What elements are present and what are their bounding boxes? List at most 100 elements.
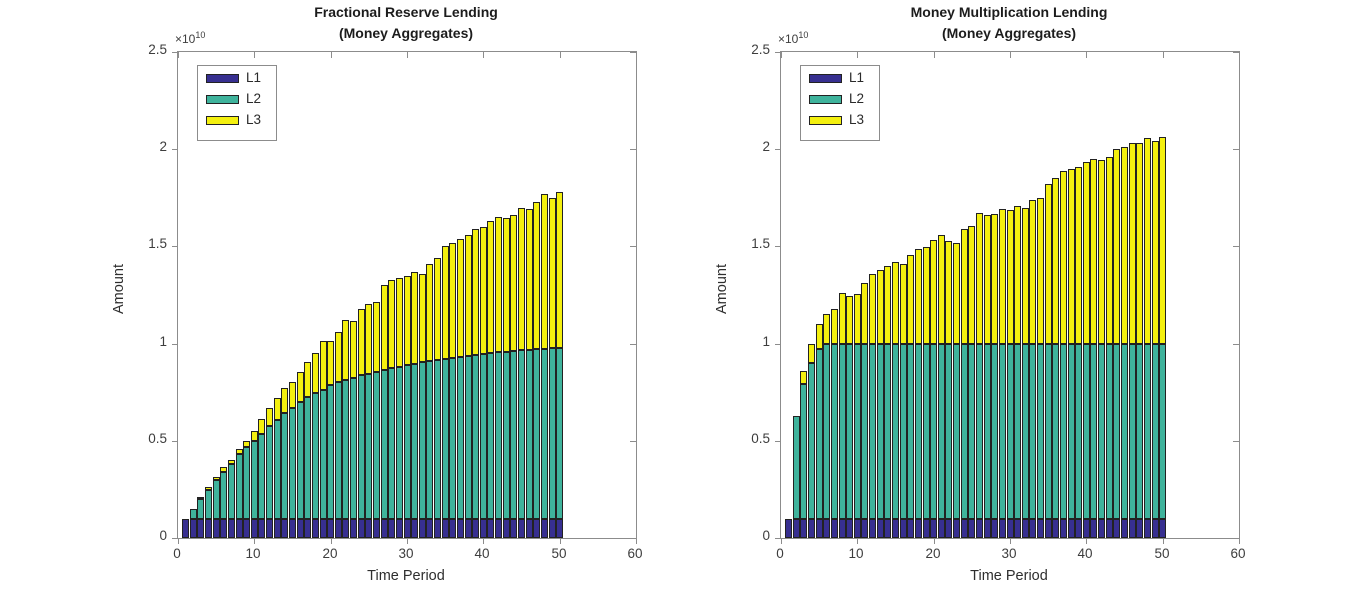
bar-segment-l2 [1059,343,1067,519]
bar-segment-l2 [1037,343,1045,519]
bar-segment-l3 [296,372,304,402]
bar-segment-l3 [853,294,861,344]
bar-segment-l2 [1098,343,1106,519]
y-tick-right [630,538,636,539]
bar-segment-l3 [243,441,251,447]
x-tick-label: 0 [776,546,784,561]
x-tick-label: 60 [627,546,643,561]
bar-segment-l1 [808,518,816,538]
bar-segment-l3 [953,242,961,344]
bar-segment-l2 [1136,343,1144,519]
bar-segment-l3 [1128,143,1136,344]
bar-segment-l1 [830,518,838,538]
y-tick-label: 1 [159,334,167,349]
bar-segment-l1 [266,518,274,538]
x-axis-label: Time Period [367,568,445,584]
bar-segment-l3 [876,269,884,344]
bar-segment-l2 [556,347,564,519]
bar-segment-l3 [380,285,388,370]
bar-segment-l3 [495,217,503,353]
bar-segment-l3 [930,239,938,344]
bar-segment-l2 [1021,343,1029,519]
legend-row: L1 [801,68,879,89]
bar-segment-l3 [800,370,808,385]
bar-segment-l3 [1044,184,1052,344]
bar-segment-l2 [960,343,968,519]
bar-segment-l3 [502,218,510,352]
bar-segment-l2 [311,393,319,519]
bar-segment-l3 [289,381,296,408]
bar-segment-l2 [289,407,296,519]
bar-segment-l2 [449,357,457,519]
bar-segment-l3 [1090,158,1098,344]
plot-area: L1 L2 L3 [775,51,1240,544]
bar-segment-l1 [907,518,915,538]
bar-segment-l3 [1098,159,1106,344]
bar-segment-l2 [1082,343,1090,519]
bar-segment-l3 [281,387,289,413]
bar-segment-l3 [365,303,373,374]
bar-segment-l3 [922,247,930,344]
legend-swatch-l2 [206,95,239,104]
bar-segment-l2 [914,343,922,519]
bar-segment-l3 [975,213,983,344]
bar-segment-l3 [327,340,335,385]
bar-segment-l2 [1090,343,1098,519]
bar-segment-l1 [983,518,991,538]
bar-segment-l3 [1029,199,1037,344]
exponent-power: 10 [798,30,809,40]
x-tick-label: 20 [322,546,338,561]
legend-swatch-l1 [206,74,239,83]
bar-segment-l1 [884,518,892,538]
bar-segment-l3 [319,341,327,390]
x-tick [636,538,637,544]
bar-segment-l2 [403,365,411,519]
y-tick-right [630,246,636,247]
x-tick [1239,538,1240,544]
bar-segment-l3 [846,295,854,344]
bar-segment-l3 [1075,166,1083,344]
y-tick-label: 0.5 [751,431,770,446]
bar-segment-l3 [205,486,213,490]
bar-segment-l2 [327,384,335,519]
bar-segment-l2 [357,375,365,519]
bar-segment-l3 [945,241,953,344]
y-tick-right [1233,52,1239,53]
bar-segment-l1 [1044,518,1052,538]
bar-segment-l1 [426,518,434,538]
y-axis-exponent: ×1010 [175,30,205,46]
bar-segment-l2 [1052,343,1060,519]
bar-segment-l1 [937,518,945,538]
bar-segment-l1 [472,518,480,538]
x-tick-label: 30 [398,546,414,561]
bar-segment-l3 [258,419,266,434]
bar-segment-l1 [785,518,793,538]
bar-segment-l1 [853,518,861,538]
bar-segment-l3 [892,261,899,344]
bar-segment-l1 [464,518,472,538]
bar-segment-l3 [808,343,816,364]
bar-segment-l2 [808,363,816,519]
bar-segment-l1 [1105,518,1113,538]
bar-segment-l3 [998,209,1006,344]
legend: L1 L2 L3 [800,65,880,141]
bar-segment-l2 [258,433,266,519]
x-tick-top [857,52,858,58]
bar-segment-l3 [273,398,281,421]
bar-segment-l3 [212,477,220,480]
x-tick-top [254,52,255,58]
x-tick-top [781,52,782,58]
bar-segment-l3 [1159,136,1167,344]
bar-segment-l2 [838,343,846,519]
bar-segment-l1 [922,518,930,538]
bar-segment-l1 [998,518,1006,538]
bar-segment-l2 [975,343,983,519]
bar-segment-l2 [365,373,373,519]
bar-segment-l1 [441,518,449,538]
legend-label: L3 [849,112,865,127]
bar-segment-l2 [991,343,999,519]
x-tick [781,538,782,544]
bar-segment-l1 [1021,518,1029,538]
x-tick-label: 40 [474,546,490,561]
bar-segment-l1 [1059,518,1067,538]
